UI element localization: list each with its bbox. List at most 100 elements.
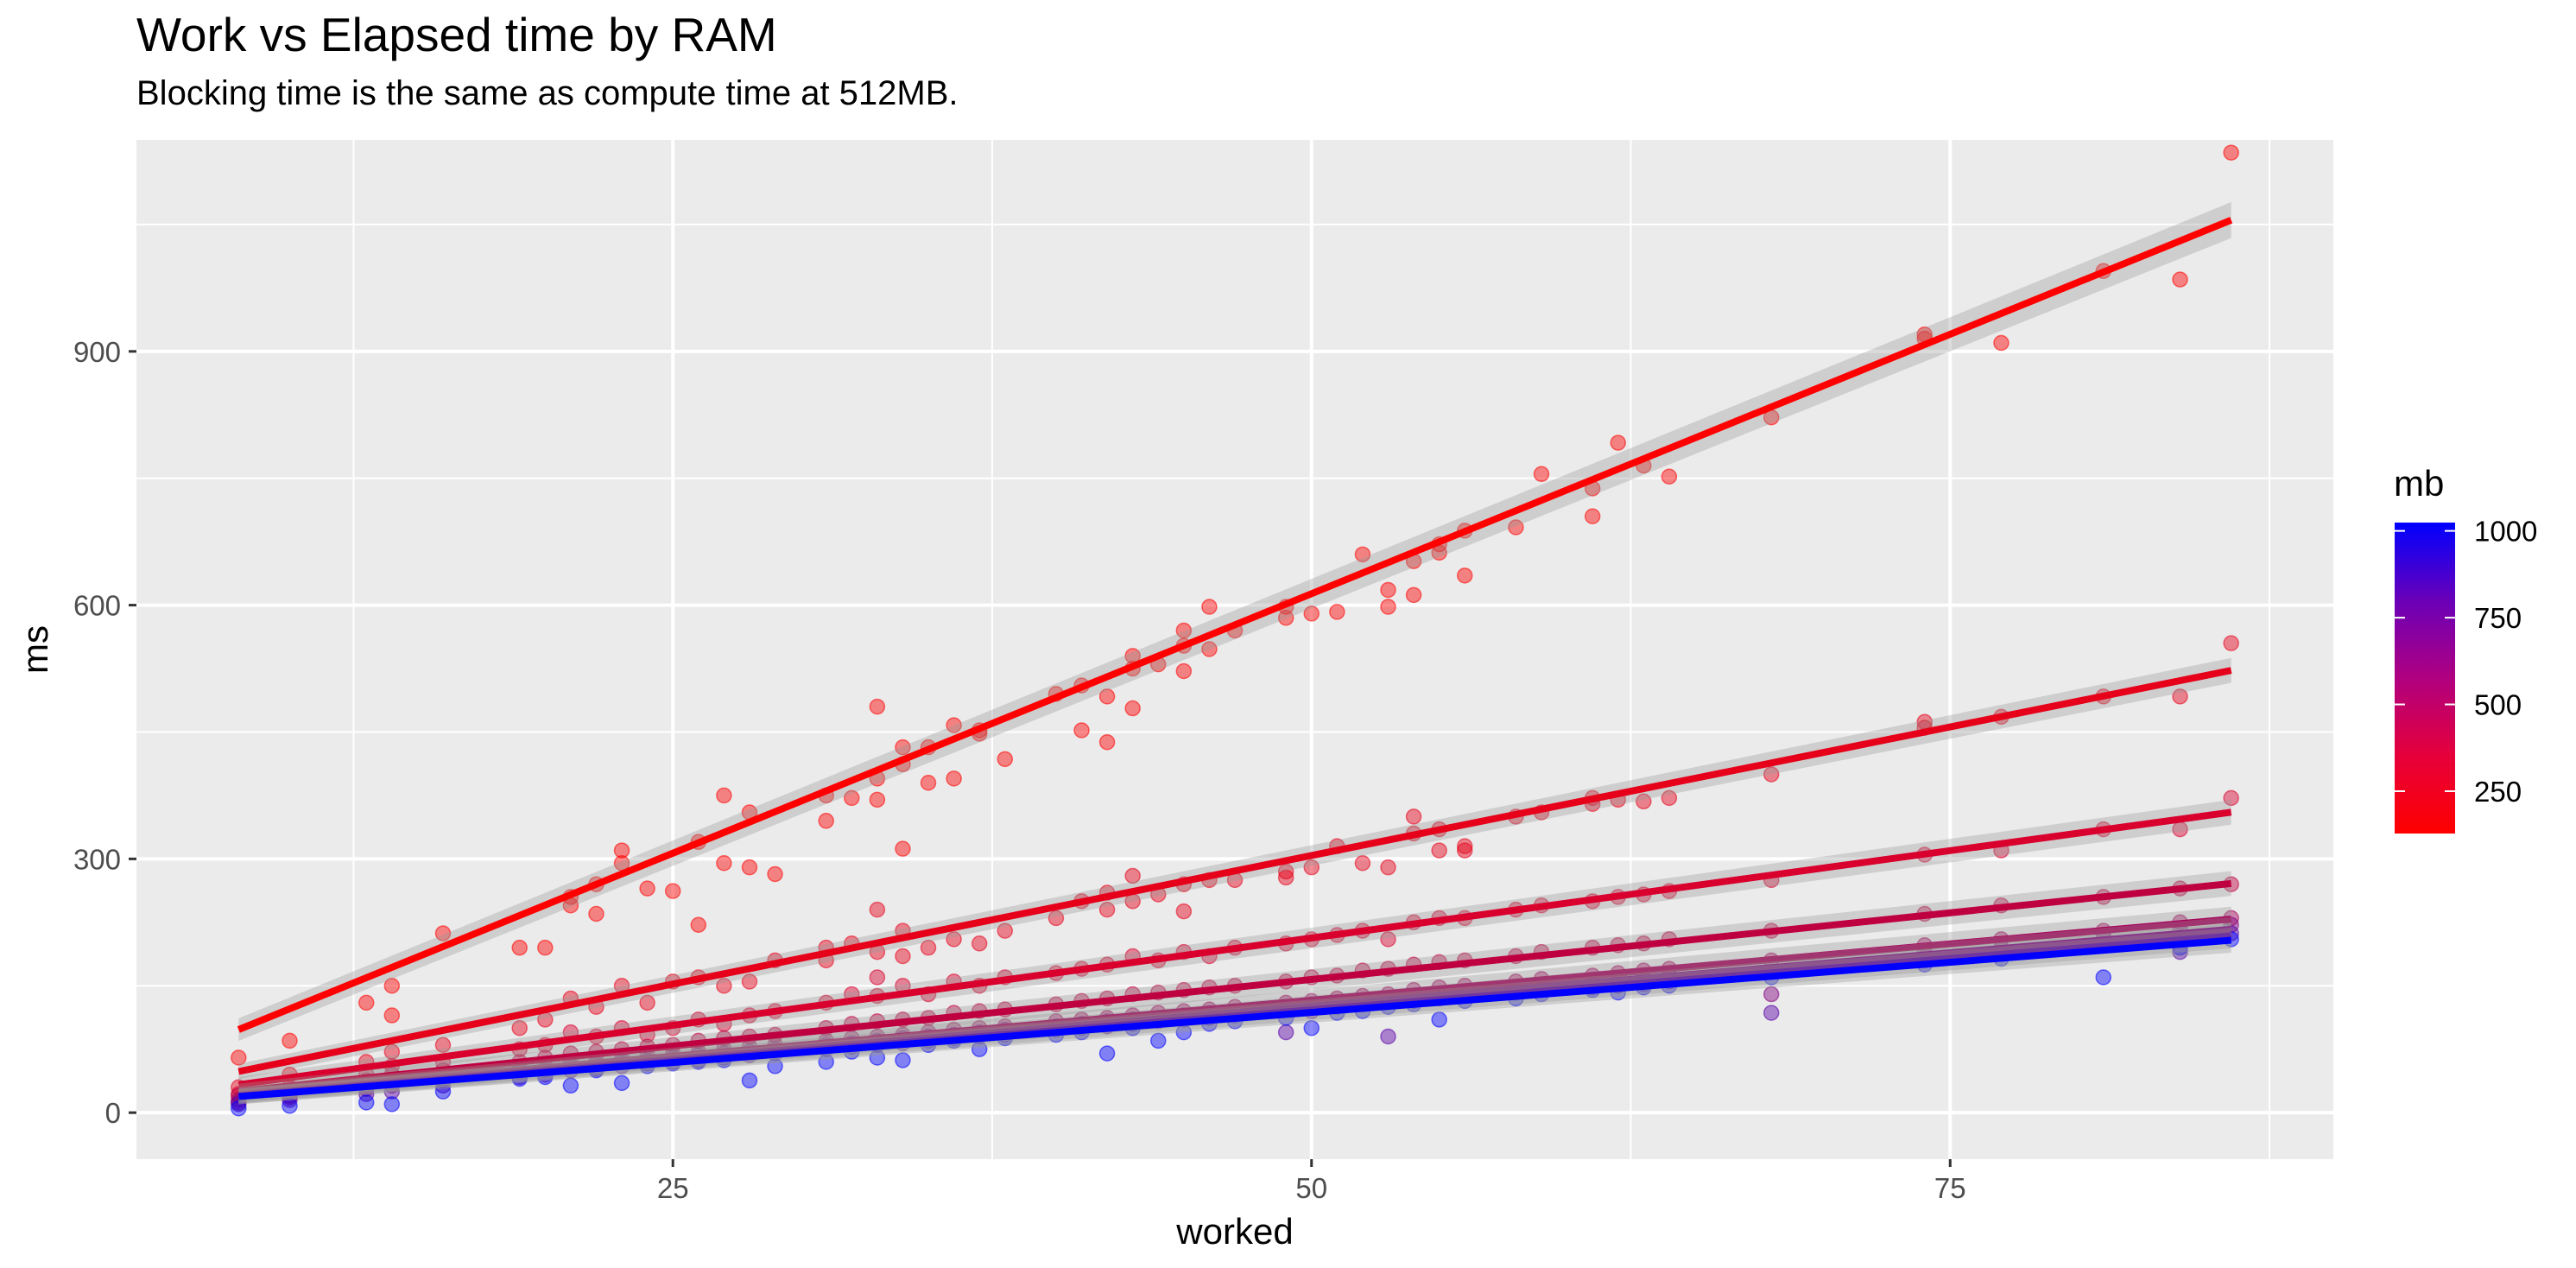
data-point [1277,610,1294,626]
chart-title: Work vs Elapsed time by RAM [136,8,777,61]
data-point [895,739,911,756]
data-point [613,842,630,859]
data-point [231,1096,247,1113]
data-point [1175,622,1193,639]
y-tick-label: 300 [73,843,121,875]
y-axis-title: ms [15,625,55,674]
data-point [920,774,937,791]
data-point [434,1037,452,1054]
data-point [2223,635,2239,651]
data-point [1456,842,1473,859]
data-point [639,880,655,897]
data-point [971,935,988,952]
data-point [2172,688,2188,705]
legend-colorbar [2395,523,2455,834]
data-point [1175,903,1193,920]
fit-line [237,808,2232,1088]
data-point [1993,334,2010,352]
data-point [231,1100,247,1117]
data-point [434,1083,452,1100]
data-point [1124,700,1141,717]
fit-line [237,667,2232,1075]
data-point [690,916,707,933]
y-tick-label: 600 [73,590,121,622]
data-point [664,883,681,899]
data-point [1431,842,1447,859]
data-point [1277,1024,1294,1041]
data-point [895,948,911,965]
data-point [511,939,528,956]
data-point [1636,793,1652,810]
data-point [741,973,758,990]
data-point [231,1049,247,1066]
data-point [383,1096,401,1113]
data-point [1584,508,1601,525]
data-point [588,905,604,922]
data-point [818,813,834,829]
data-point [716,787,732,804]
legend: mb 250 500 750 1000 [2394,463,2537,834]
data-point [1380,859,1396,876]
data-point [1508,519,1524,536]
data-point [920,939,937,956]
data-point [895,1052,911,1068]
data-point [767,865,783,883]
data-point [613,1075,630,1092]
data-point [1456,567,1473,584]
data-point [1303,859,1320,876]
data-point [358,1094,375,1111]
data-point [997,751,1014,768]
data-point [869,698,886,715]
data-point [997,922,1014,939]
x-tick-label: 25 [657,1172,689,1204]
data-point [1763,1005,1780,1021]
data-point [1354,546,1371,563]
data-point [1380,1028,1396,1045]
data-point [358,994,375,1011]
data-point [1533,466,1550,483]
y-tick-label: 900 [73,336,121,368]
data-point [639,994,655,1011]
data-point [1073,722,1090,739]
data-point [1763,766,1780,783]
y-tick-label: 0 [105,1097,121,1129]
data-point [741,859,758,876]
data-point [869,1049,886,1066]
data-point [895,840,911,857]
legend-tick-label: 1000 [2474,516,2537,548]
data-point [844,789,860,807]
data-point [1610,434,1626,451]
data-point [282,1098,298,1114]
data-point [946,717,962,733]
data-point [1431,1011,1447,1028]
data-point [1098,901,1116,918]
data-point [1329,604,1345,620]
data-point [1150,1032,1167,1049]
data-point [1175,663,1193,680]
data-point [946,770,962,787]
data-point [383,1007,401,1024]
data-point [1201,641,1218,657]
data-point [869,791,886,808]
data-point [1763,986,1780,1003]
data-point [946,931,962,948]
fit-line [238,936,2231,1100]
fit-line [237,217,2233,1033]
chart-subtitle: Blocking time is the same as compute tim… [136,74,959,112]
x-tick-label: 50 [1295,1172,1327,1204]
x-tick-label: 75 [1934,1172,1966,1204]
data-point [537,939,554,956]
data-point [1405,808,1422,825]
data-point [869,901,886,918]
data-point [1456,838,1473,854]
data-point [1124,867,1141,884]
data-point [1661,468,1678,485]
data-point [716,855,732,872]
data-point [1098,688,1116,705]
data-point [1380,599,1396,615]
data-point [1405,586,1422,604]
data-point [562,1077,579,1094]
data-point [818,1054,834,1070]
data-point [1277,869,1294,886]
